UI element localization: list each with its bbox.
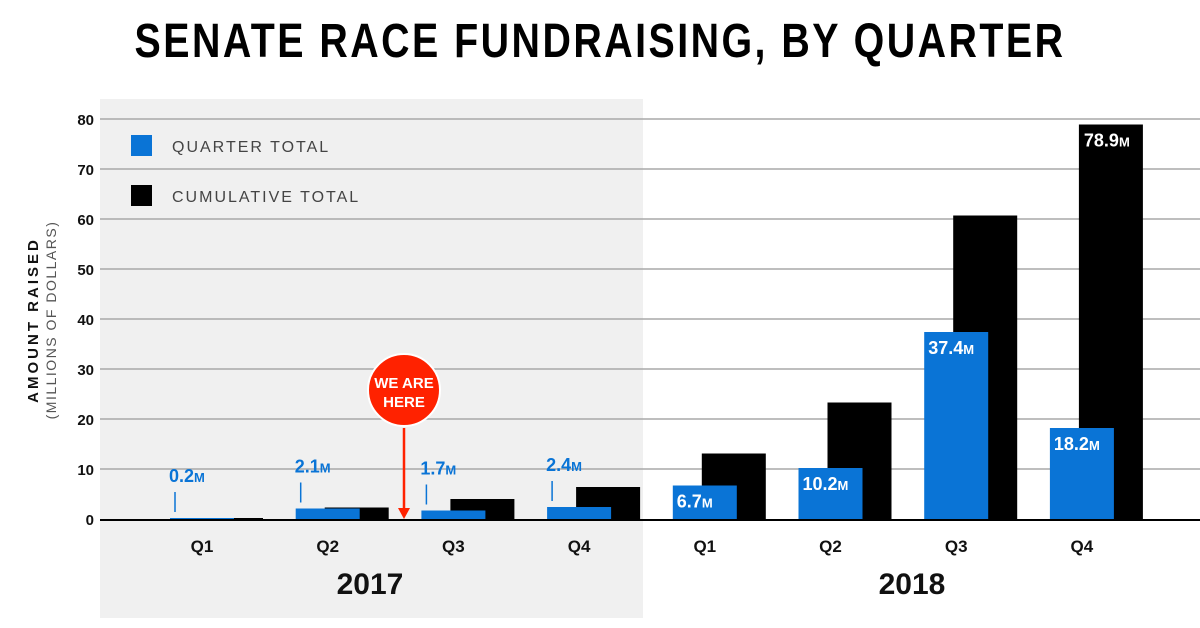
annotation-text: WE ARE (374, 375, 433, 392)
cumulative-value-label: 78.9M (1084, 131, 1130, 151)
x-category-label: Q4 (568, 537, 591, 556)
quarter-value-label: 2.1M (295, 457, 331, 477)
y-tick-label: 10 (77, 462, 94, 479)
y-tick-label: 30 (77, 362, 94, 379)
quarter-value-label: 6.7M (677, 492, 713, 512)
quarter-value-label: 0.2M (169, 466, 205, 486)
x-category-label: Q1 (191, 537, 214, 556)
legend-label: QUARTER TOTAL (172, 139, 330, 156)
y-tick-label: 20 (77, 412, 94, 429)
y-tick-label: 60 (77, 212, 94, 229)
annotation-badge (367, 353, 441, 427)
quarter-bar (672, 485, 737, 519)
y-axis-label: AMOUNT RAISED (25, 237, 42, 403)
annotation-arrow-head (398, 508, 410, 519)
year-label-2017: 2017 (337, 568, 404, 601)
chart-title: SENATE RACE FUNDRAISING, BY QUARTER (134, 15, 1066, 68)
quarter-value-label: 1.7M (420, 459, 456, 479)
year-2017-shaded-region (100, 99, 643, 618)
quarter-value-label: 2.4M (546, 455, 582, 475)
quarter-value-label: 37.4M (928, 338, 974, 358)
y-axis-sublabel: (MILLIONS OF DOLLARS) (43, 221, 59, 420)
quarter-bar (1049, 428, 1114, 519)
legend-label: CUMULATIVE TOTAL (172, 189, 360, 206)
legend-swatch (131, 185, 152, 206)
y-tick-label: 40 (77, 312, 94, 329)
quarter-bar (547, 507, 612, 519)
quarter-bar (295, 508, 360, 519)
quarter-bar (798, 468, 863, 519)
y-tick-label: 0 (86, 512, 94, 529)
x-category-label: Q3 (442, 537, 465, 556)
x-category-label: Q2 (819, 537, 842, 556)
y-tick-label: 70 (77, 162, 94, 179)
quarter-bar (924, 332, 989, 519)
y-tick-label: 50 (77, 262, 94, 279)
x-category-label: Q1 (693, 537, 716, 556)
x-category-label: Q3 (945, 537, 968, 556)
x-category-label: Q4 (1071, 537, 1094, 556)
quarter-value-label: 10.2M (803, 474, 849, 494)
y-tick-label: 80 (77, 112, 94, 129)
x-category-label: Q2 (316, 537, 339, 556)
quarter-bar (421, 510, 486, 519)
annotation-text: HERE (383, 394, 425, 411)
quarter-value-label: 18.2M (1054, 434, 1100, 454)
quarter-bar (170, 518, 234, 520)
year-label-2018: 2018 (879, 568, 946, 601)
legend-swatch (131, 135, 152, 156)
